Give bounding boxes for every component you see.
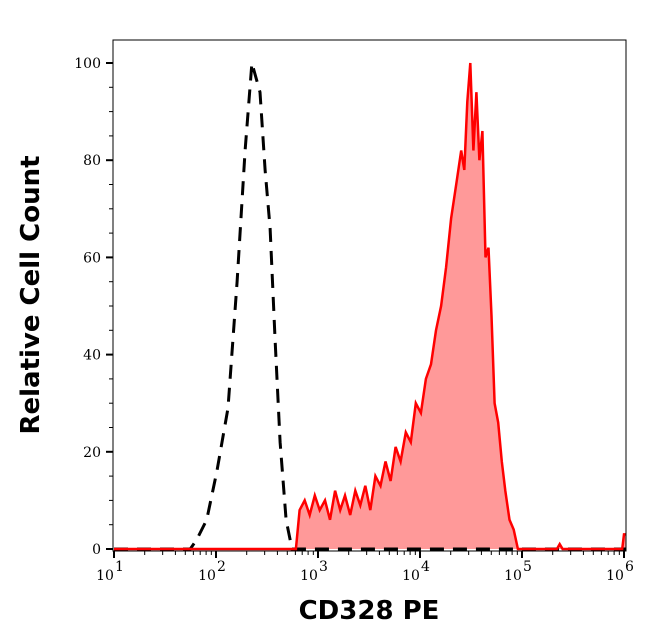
y-tick-label: 80 xyxy=(83,153,101,169)
x-tick-label: 101 xyxy=(96,559,124,584)
x-tick-label: 103 xyxy=(300,559,328,584)
plot-area xyxy=(114,62,627,551)
plot-frame xyxy=(112,39,627,552)
axes: 101 102 103 104 105 106 0 20 40 60 80 100 xyxy=(74,56,634,584)
y-tick-label: 0 xyxy=(92,542,101,558)
y-axis-title: Relative Cell Count xyxy=(16,155,46,434)
x-axis-title: CD328 PE xyxy=(299,596,440,626)
x-tick-label: 105 xyxy=(504,559,532,584)
stained-histogram-fill xyxy=(114,63,627,549)
x-tick-label: 102 xyxy=(198,559,226,584)
stained-histogram-line xyxy=(114,62,627,551)
y-tick-label: 60 xyxy=(83,250,101,266)
x-tick-label: 104 xyxy=(402,559,430,584)
y-tick-label: 40 xyxy=(83,348,101,364)
x-tick-label: 106 xyxy=(606,559,634,584)
y-tick-label: 20 xyxy=(83,445,101,461)
y-tick-label: 100 xyxy=(74,56,101,72)
control-histogram-line xyxy=(114,62,627,551)
